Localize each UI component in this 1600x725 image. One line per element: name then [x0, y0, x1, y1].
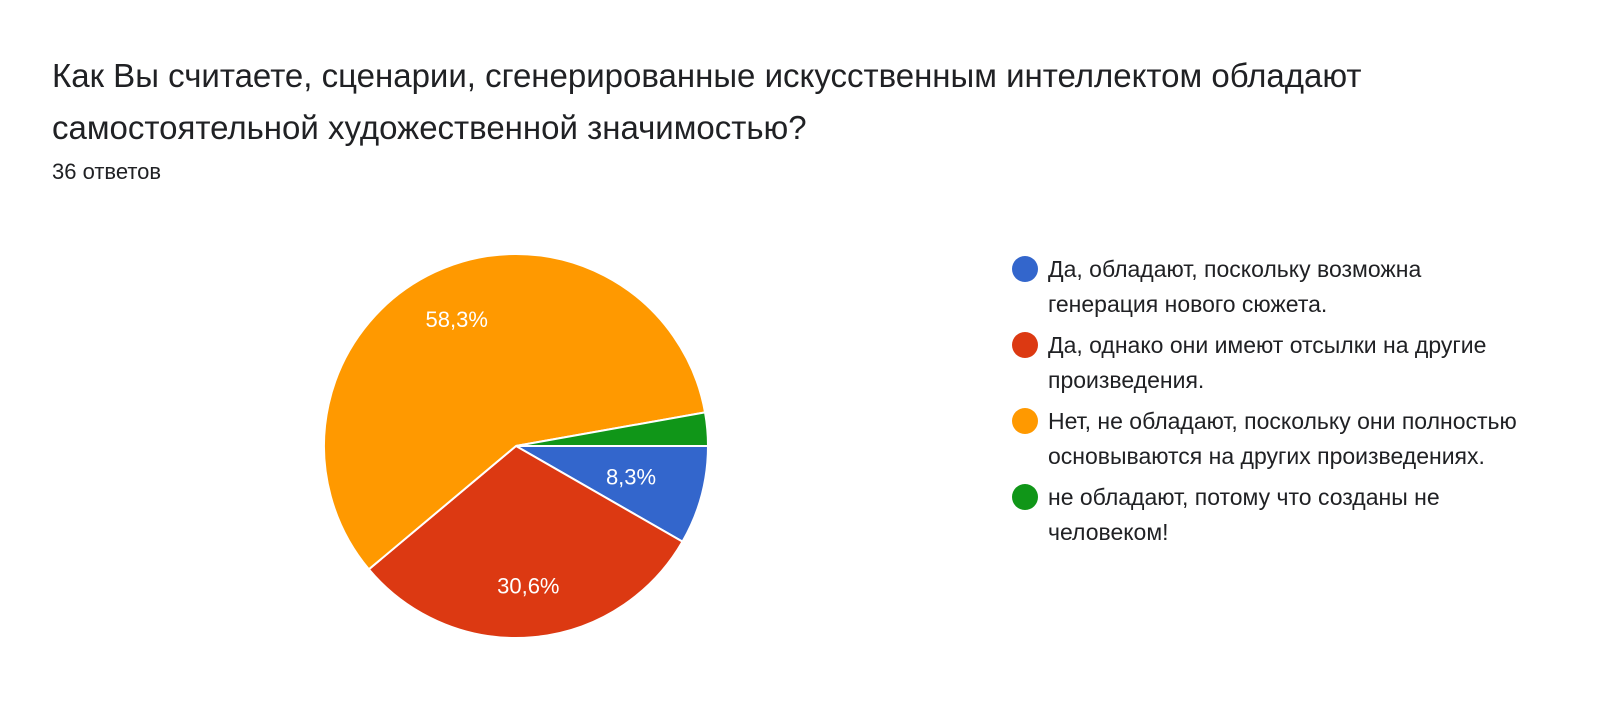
pie-slice-4[interactable] [515, 411, 710, 447]
legend-swatch-icon [1012, 332, 1038, 358]
legend-item-2[interactable]: Да, однако они имеют отсылки на другие п… [1012, 328, 1532, 398]
slice-label-2: 30,6% [497, 574, 559, 599]
pie-slice-2[interactable] [367, 444, 684, 639]
legend-item-4[interactable]: не обладают, потому что созданы не челов… [1012, 480, 1532, 550]
chart-title: Как Вы считаете, сценарии, сгенерированн… [52, 57, 1362, 146]
slice-label-1: 8,3% [606, 465, 656, 490]
legend-label: Нет, не обладают, поскольку они полность… [1048, 408, 1517, 469]
slice-label-3: 58,3% [426, 307, 488, 332]
legend-label: Да, однако они имеют отсылки на другие п… [1048, 332, 1487, 393]
chart-legend: Да, обладают, поскольку возможна генерац… [1012, 252, 1532, 556]
legend-label: не обладают, потому что созданы не челов… [1048, 484, 1440, 545]
pie-slice-3[interactable] [323, 253, 707, 571]
legend-label: Да, обладают, поскольку возможна генерац… [1048, 256, 1422, 317]
legend-item-3[interactable]: Нет, не обладают, поскольку они полность… [1012, 404, 1532, 474]
pie-chart: 8,3% 30,6% 58,3% [323, 253, 710, 639]
legend-swatch-icon [1012, 256, 1038, 282]
pie-slice-1[interactable] [512, 445, 710, 544]
legend-swatch-icon [1012, 408, 1038, 434]
response-count: 36 ответов [52, 159, 162, 184]
legend-swatch-icon [1012, 484, 1038, 510]
legend-item-1[interactable]: Да, обладают, поскольку возможна генерац… [1012, 252, 1532, 322]
